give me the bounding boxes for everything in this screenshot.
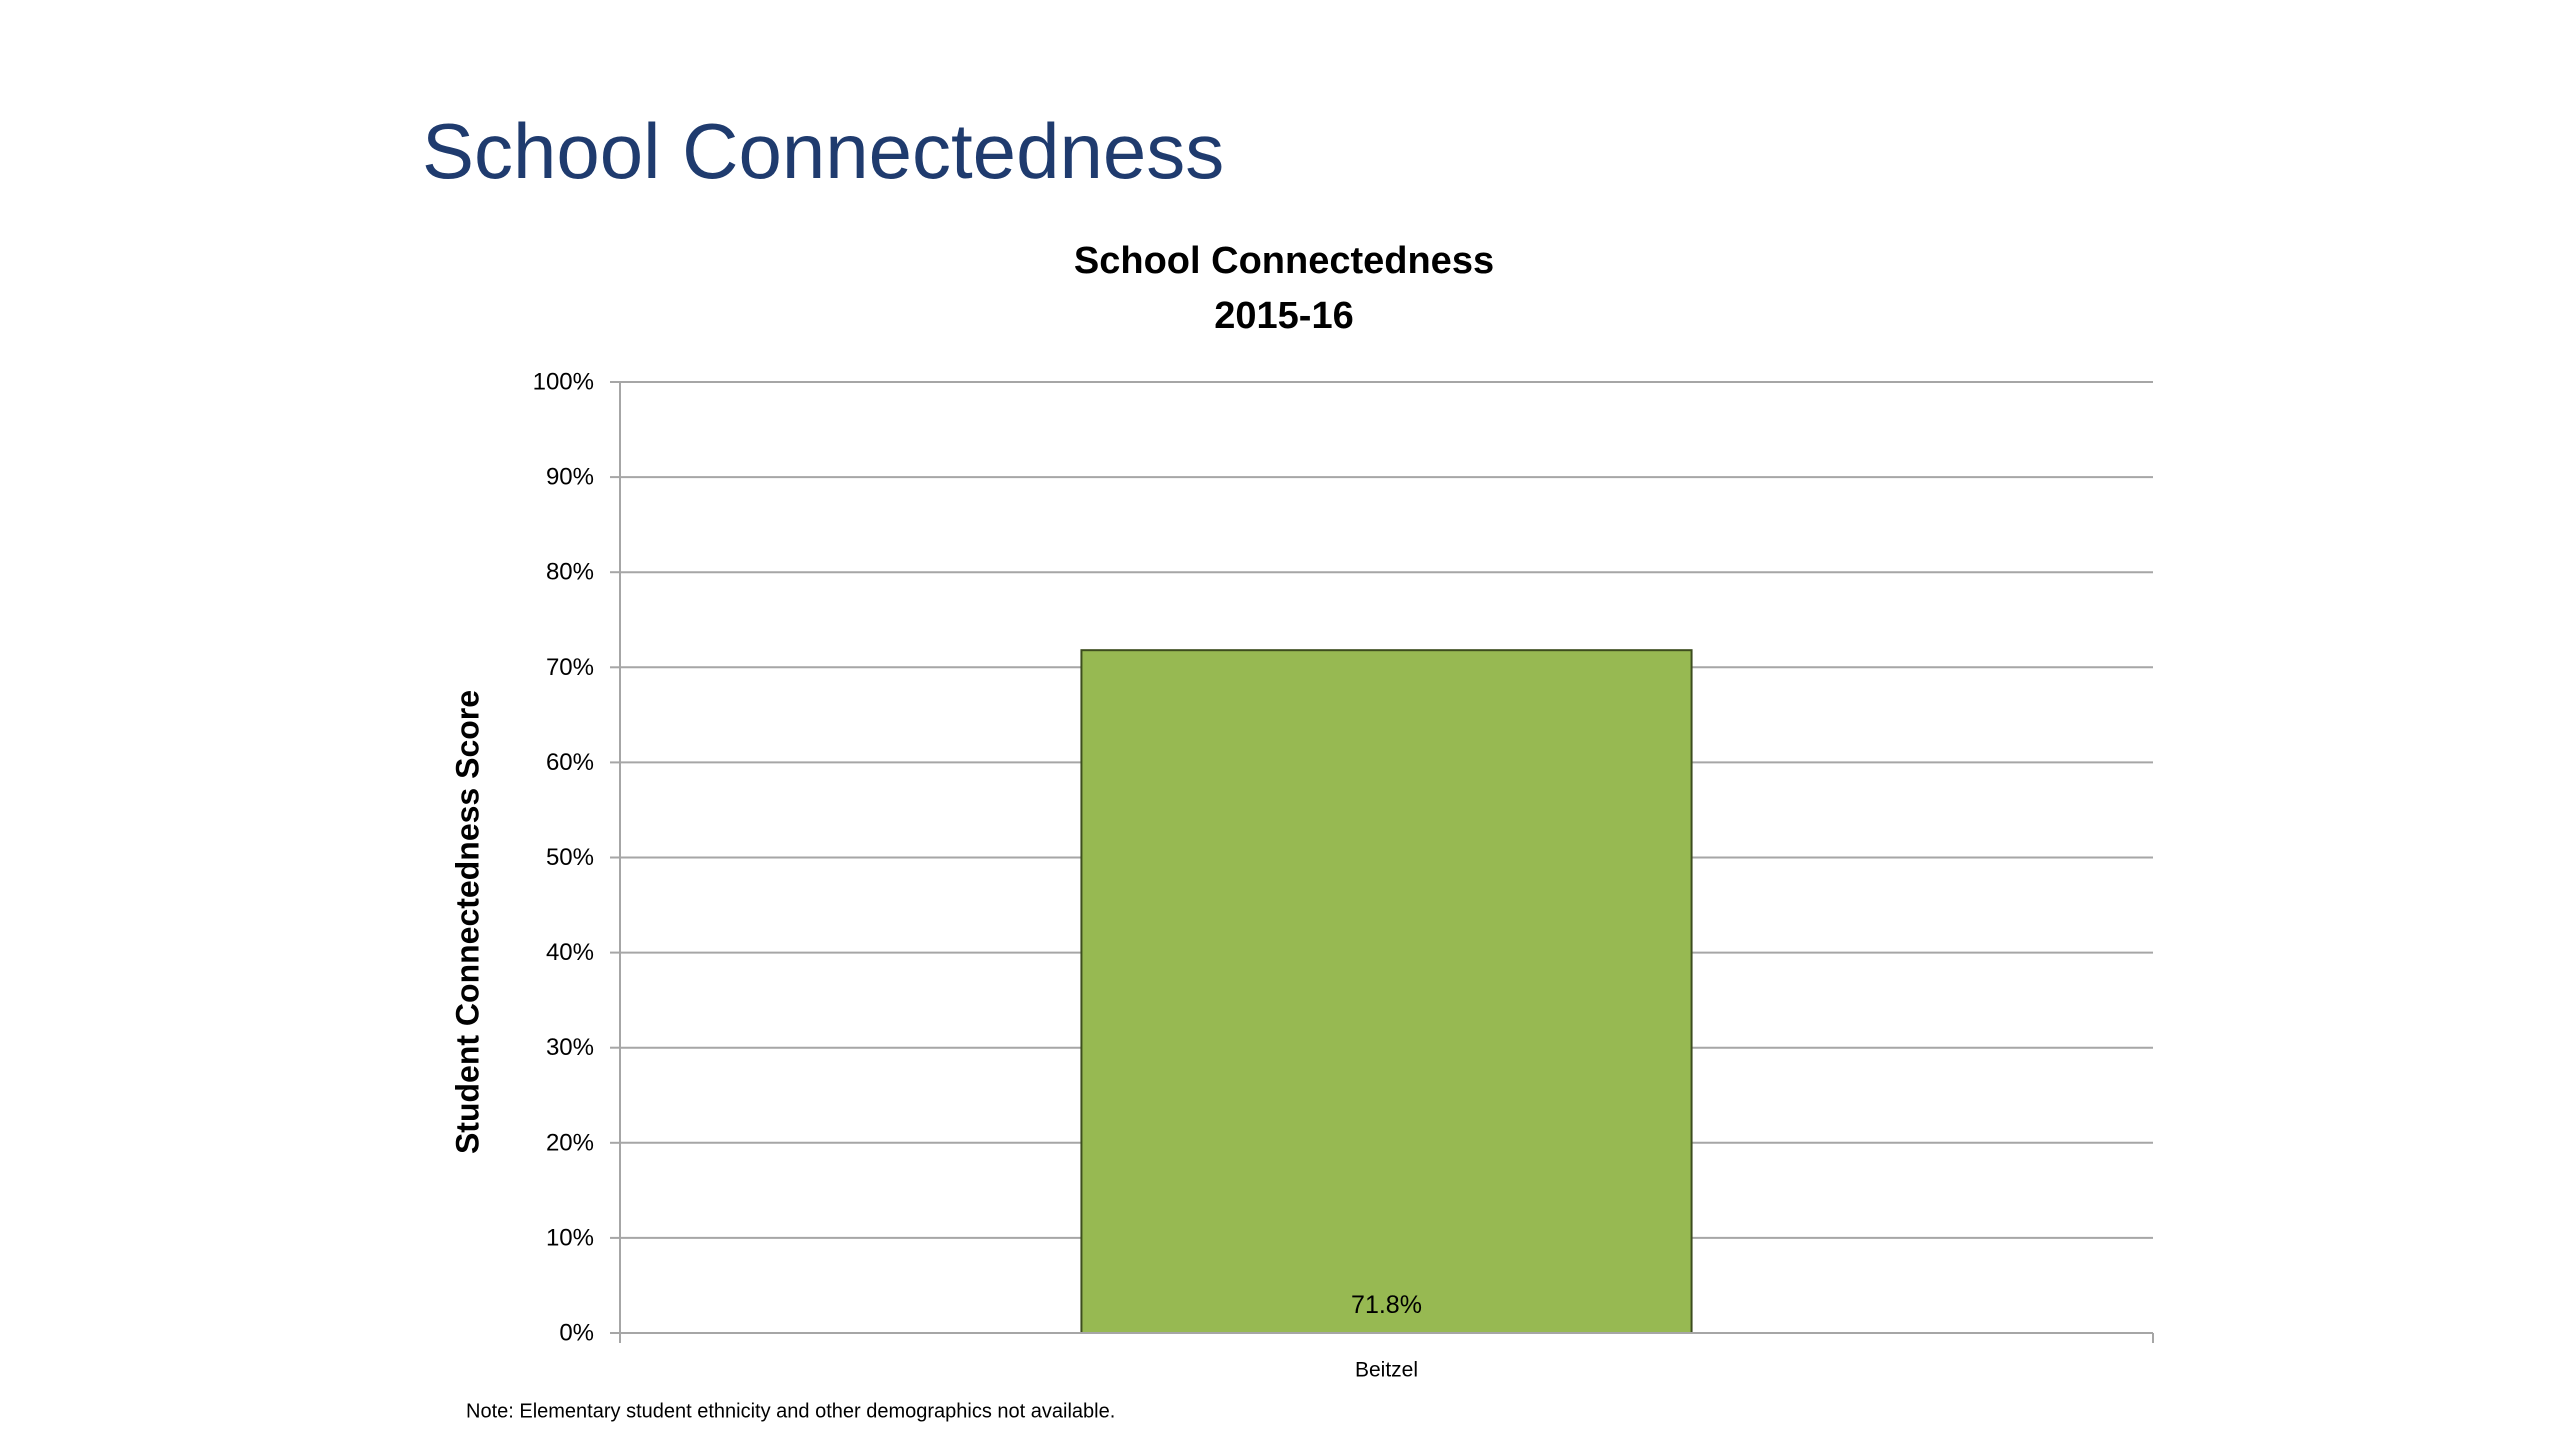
y-tick-label: 50% [546,844,594,871]
x-category-labels: Beitzel [1355,1359,1418,1382]
chart-title: School Connectedness 2015-16 [0,234,2560,344]
y-tick-label: 10% [546,1224,594,1251]
footnote: Note: Elementary student ethnicity and o… [466,1400,1116,1423]
bars [1080,649,1693,1334]
bar-value-label: 71.8% [1351,1291,1422,1319]
y-tick-label: 90% [546,464,594,491]
x-category-label: Beitzel [1355,1359,1418,1382]
bar-beitzel [1080,649,1693,1334]
data-labels: 71.8% [1351,1291,1422,1319]
y-tick-label: 0% [559,1320,594,1347]
y-tick-labels: 0% 10% 20% 30% 40% 50% 60% 70% 80% 90% 100% [533,369,594,1347]
axes [610,381,2154,1343]
y-tick-label: 100% [533,369,594,396]
chart-title-line-1: School Connectedness [1073,240,1495,282]
y-tick-label: 20% [546,1129,594,1156]
y-tick-label: 40% [546,939,594,966]
slide-title: School Connectedness [422,107,1225,195]
chart-title-line-2: 2015-16 [1214,295,1354,337]
y-tick-label: 60% [546,749,594,776]
y-tick-label: 80% [546,559,594,586]
y-tick-label: 70% [546,654,594,681]
y-tick-label: 30% [546,1034,594,1061]
